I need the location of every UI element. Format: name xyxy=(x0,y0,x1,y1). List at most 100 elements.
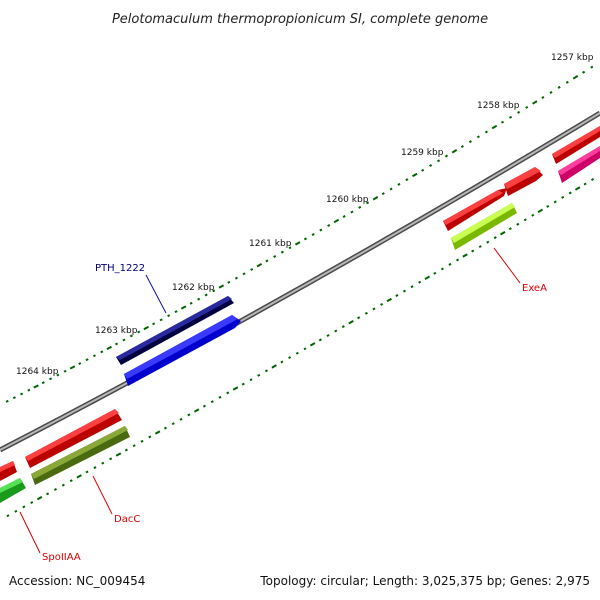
inner-tick xyxy=(280,360,284,364)
label-dacc[interactable]: DacC xyxy=(114,514,140,525)
gene-features xyxy=(0,126,600,503)
scale-label-1260: 1260 kbp xyxy=(326,195,369,205)
inner-tick xyxy=(493,236,497,240)
inner-tick xyxy=(348,320,354,325)
outer-tick xyxy=(122,338,126,342)
inner-tick xyxy=(61,483,65,487)
outer-tick xyxy=(273,255,277,258)
inner-tick xyxy=(179,417,183,421)
gene-red-right[interactable] xyxy=(552,126,600,164)
inner-tick xyxy=(241,382,245,386)
inner-tick xyxy=(295,351,299,355)
outer-tick xyxy=(69,365,76,370)
inner-tick xyxy=(326,334,330,337)
outer-tick xyxy=(532,100,538,105)
gene-red-left[interactable] xyxy=(0,461,17,481)
inner-tick xyxy=(154,430,161,435)
outer-tick xyxy=(444,154,449,158)
outer-tick xyxy=(476,135,480,139)
inner-tick xyxy=(6,514,10,518)
inner-tick xyxy=(85,470,89,474)
gene-spoiiaa[interactable] xyxy=(0,478,26,503)
inner-tick xyxy=(148,435,152,439)
outer-tick xyxy=(212,289,216,293)
outer-tick xyxy=(421,168,425,172)
inner-tick xyxy=(410,285,414,289)
outer-tick xyxy=(358,205,362,209)
inner-tick xyxy=(531,213,535,217)
inner-tick xyxy=(523,218,527,222)
outer-tick xyxy=(429,164,433,168)
inner-tick xyxy=(568,191,572,195)
outer-tick xyxy=(303,237,307,241)
gene-dacc[interactable] xyxy=(31,426,130,485)
inner-tick xyxy=(271,364,277,369)
inner-tick xyxy=(486,240,490,244)
inner-tick xyxy=(508,227,512,231)
scale-label-1264: 1264 kbp xyxy=(16,367,59,377)
gene-pth-1222[interactable] xyxy=(116,296,234,365)
outer-tick xyxy=(491,124,498,130)
inner-tick xyxy=(140,439,144,443)
gene-blue[interactable] xyxy=(124,315,241,386)
inner-tick xyxy=(187,413,191,417)
outer-tick xyxy=(288,246,292,250)
label-exea[interactable]: ExeA xyxy=(522,283,547,294)
outer-tick xyxy=(159,318,163,322)
outer-tick xyxy=(167,314,171,318)
outer-tick xyxy=(319,228,323,232)
inner-tick xyxy=(448,262,452,266)
inner-tick xyxy=(14,509,18,513)
outer-tick xyxy=(129,334,133,338)
inner-tick xyxy=(101,461,105,465)
outer-tick xyxy=(389,187,393,191)
outer-tick xyxy=(218,284,225,289)
gene-red-dacc[interactable] xyxy=(25,409,122,468)
inner-tick xyxy=(574,186,581,191)
inner-tick xyxy=(318,338,322,342)
outer-tick xyxy=(327,224,331,227)
inner-tick xyxy=(478,245,482,249)
inner-tick xyxy=(402,289,406,293)
inner-tick xyxy=(357,316,361,320)
outer-tick xyxy=(437,159,441,163)
outer-tick xyxy=(174,310,178,314)
leader-pth-1222 xyxy=(145,274,167,314)
inner-tick xyxy=(53,488,57,491)
inner-tick xyxy=(46,492,50,496)
backbone xyxy=(0,110,600,453)
outer-tick xyxy=(311,233,315,236)
outer-tick xyxy=(280,250,284,254)
outer-tick xyxy=(63,369,67,373)
outer-tick xyxy=(189,301,193,305)
inner-tick xyxy=(226,391,230,395)
inner-tick xyxy=(583,182,587,186)
inner-tick xyxy=(115,452,122,457)
label-spoiiaa[interactable]: SpoIIAA xyxy=(42,552,81,563)
outer-tick xyxy=(350,210,354,214)
inner-tick xyxy=(30,501,34,504)
genome-summary-text: Topology: circular; Length: 3,025,375 bp… xyxy=(260,574,590,588)
gene-red-exea[interactable] xyxy=(443,188,507,231)
outer-tick xyxy=(100,350,104,354)
inner-tick xyxy=(249,378,253,382)
inner-tick xyxy=(288,356,292,360)
outer-tick xyxy=(460,145,464,148)
gene-exea[interactable] xyxy=(451,203,517,250)
inner-tick xyxy=(232,386,239,391)
inner-tick xyxy=(171,422,175,426)
outer-tick xyxy=(12,396,16,400)
inner-tick xyxy=(132,444,136,448)
outer-tick xyxy=(541,95,545,99)
inner-tick xyxy=(257,373,261,377)
outer-tick xyxy=(143,325,149,331)
gene-pth-1222-top xyxy=(116,296,232,360)
label-pth-1222[interactable]: PTH_1222 xyxy=(95,263,145,274)
gene-pink[interactable] xyxy=(558,146,600,183)
outer-tick xyxy=(372,196,379,201)
inner-tick xyxy=(264,369,268,373)
inner-tick xyxy=(341,325,345,329)
inner-tick xyxy=(553,200,557,204)
gene-red-small[interactable] xyxy=(504,167,543,196)
